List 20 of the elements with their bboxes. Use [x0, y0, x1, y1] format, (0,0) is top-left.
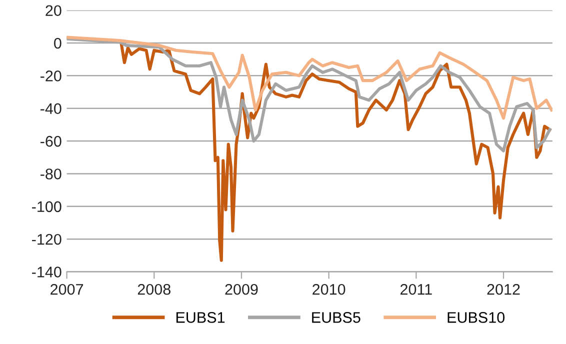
line-series — [66, 37, 552, 152]
y-tick-label: 20 — [46, 5, 62, 16]
legend-label: EUBS1 — [176, 312, 225, 323]
x-tick-label: 2012 — [487, 284, 520, 295]
x-tick-label: 2008 — [138, 284, 170, 295]
x-tick-label: 2009 — [225, 284, 258, 295]
y-tick-label: -100 — [32, 201, 62, 212]
y-tick-label: -40 — [40, 103, 62, 114]
x-tick-label: 2007 — [50, 284, 84, 295]
y-tick-label: 0 — [54, 38, 62, 49]
x-tick-label: 2010 — [312, 284, 346, 295]
line-series — [66, 36, 552, 120]
y-tick-label: -80 — [40, 168, 62, 180]
legend-label: EUBS5 — [312, 312, 360, 323]
y-tick-label: -60 — [40, 136, 62, 147]
legend-label: EUBS10 — [448, 312, 505, 323]
y-tick-label: -140 — [32, 266, 62, 278]
y-tick-label: -20 — [40, 70, 62, 82]
x-tick-label: 2011 — [400, 284, 432, 295]
y-tick-label: -120 — [32, 234, 62, 245]
